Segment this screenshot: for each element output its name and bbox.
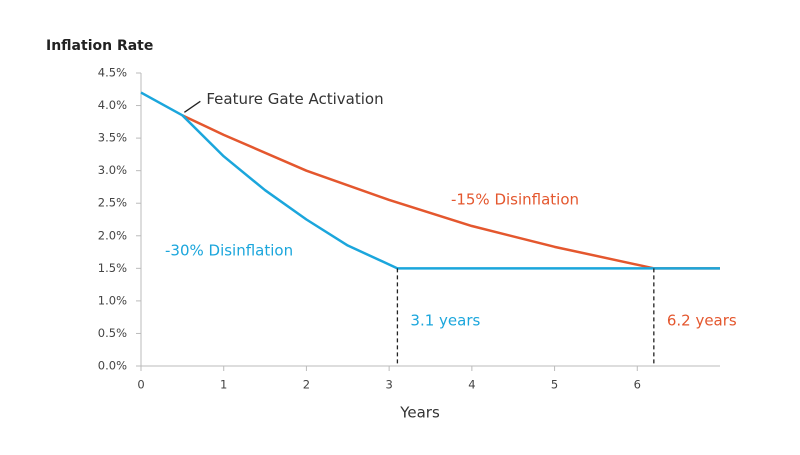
series-label: -15% Disinflation <box>451 191 579 209</box>
y-tick-label: 0.0% <box>98 359 127 373</box>
x-tick-label: 2 <box>303 378 310 392</box>
marker-label: 3.1 years <box>410 312 480 330</box>
y-tick-label: 0.5% <box>98 326 127 340</box>
x-tick-label: 4 <box>468 378 475 392</box>
series-label: -30% Disinflation <box>165 242 293 260</box>
y-tick-label: 2.5% <box>98 196 127 210</box>
series-line <box>140 91 720 270</box>
y-tick-label: 1.5% <box>98 261 127 275</box>
y-tick-label: 4.0% <box>98 98 127 112</box>
x-tick-label: 6 <box>634 378 641 392</box>
x-axis-label: Years <box>399 404 440 422</box>
y-tick-label: 2.0% <box>98 228 127 242</box>
y-tick-label: 1.0% <box>98 293 127 307</box>
y-tick-label: 3.5% <box>98 131 127 145</box>
y-tick-label: 3.0% <box>98 163 127 177</box>
marker-label: 6.2 years <box>667 312 737 330</box>
x-tick-label: 5 <box>551 378 558 392</box>
y-tick-label: 4.5% <box>98 66 127 80</box>
chart-title: Inflation Rate <box>46 38 153 54</box>
series-line <box>181 114 720 270</box>
x-tick-label: 1 <box>220 378 227 392</box>
annotation-leader <box>183 100 201 113</box>
x-tick-label: 3 <box>385 378 392 392</box>
x-tick-label: 0 <box>137 378 144 392</box>
annotation: Feature Gate Activation <box>206 90 383 108</box>
